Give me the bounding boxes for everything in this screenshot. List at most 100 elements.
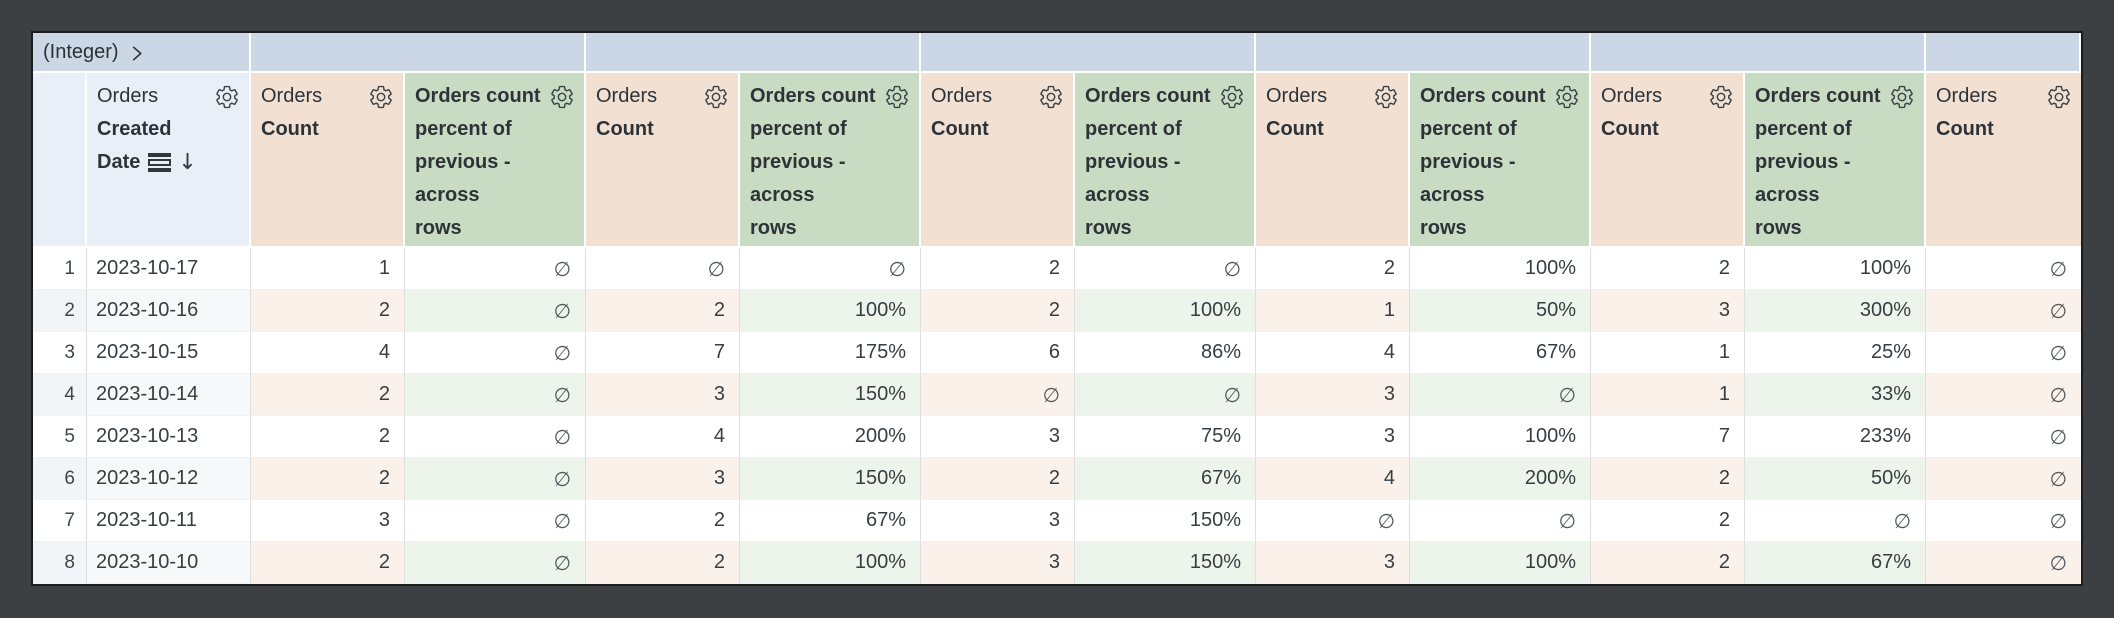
gear-icon[interactable] <box>1373 84 1399 110</box>
cell-count[interactable]: 2 <box>586 542 740 584</box>
column-header-orders-count[interactable]: Orders Count <box>921 73 1075 246</box>
cell-count[interactable]: 2 <box>251 290 405 332</box>
cell-count[interactable]: ∅ <box>1926 542 2081 584</box>
cell-percent[interactable]: 233% <box>1745 416 1926 458</box>
column-header-orders-count-percent-of-previous[interactable]: Orders count percent of previous - across ro… <box>405 73 586 246</box>
cell-count[interactable]: ∅ <box>1926 248 2081 290</box>
cell-date[interactable]: 2023-10-15 <box>87 332 251 374</box>
cell-percent[interactable]: 50% <box>1410 290 1591 332</box>
cell-count[interactable]: 2 <box>1591 458 1745 500</box>
cell-count[interactable]: 3 <box>1256 416 1410 458</box>
cell-count[interactable]: 6 <box>921 332 1075 374</box>
column-header-orders-created-date[interactable]: Orders Created Date ↓ <box>87 73 251 246</box>
cell-count[interactable]: 2 <box>1256 248 1410 290</box>
cell-count[interactable]: 1 <box>251 248 405 290</box>
cell-count[interactable]: 2 <box>1591 248 1745 290</box>
cell-count[interactable]: ∅ <box>1256 500 1410 542</box>
cell-count[interactable]: 2 <box>921 248 1075 290</box>
column-header-orders-count[interactable]: Orders Count <box>1926 73 2081 246</box>
cell-percent[interactable]: 67% <box>1410 332 1591 374</box>
cell-percent[interactable]: ∅ <box>740 248 921 290</box>
cell-percent[interactable]: 100% <box>1075 290 1256 332</box>
cell-count[interactable]: 2 <box>586 290 740 332</box>
column-header-orders-count-percent-of-previous[interactable]: Orders count percent of previous - across ro… <box>1745 73 1926 246</box>
cell-percent[interactable]: 200% <box>1410 458 1591 500</box>
gear-icon[interactable] <box>1554 84 1580 110</box>
cell-percent[interactable]: 100% <box>1410 248 1591 290</box>
cell-percent[interactable]: ∅ <box>1410 374 1591 416</box>
cell-percent[interactable]: 67% <box>1745 542 1926 584</box>
cell-percent[interactable]: ∅ <box>405 332 586 374</box>
cell-count[interactable]: 2 <box>586 500 740 542</box>
cell-percent[interactable]: 86% <box>1075 332 1256 374</box>
cell-count[interactable]: 1 <box>1591 332 1745 374</box>
cell-percent[interactable]: 100% <box>740 542 921 584</box>
gear-icon[interactable] <box>1889 84 1915 110</box>
column-header-orders-count-percent-of-previous[interactable]: Orders count percent of previous - across ro… <box>740 73 921 246</box>
cell-percent[interactable]: ∅ <box>405 416 586 458</box>
column-header-orders-count[interactable]: Orders Count <box>1256 73 1410 246</box>
cell-percent[interactable]: ∅ <box>405 248 586 290</box>
cell-count[interactable]: 3 <box>921 542 1075 584</box>
cell-count[interactable]: 3 <box>251 500 405 542</box>
cell-count[interactable]: 3 <box>1591 290 1745 332</box>
gear-icon[interactable] <box>1708 84 1734 110</box>
cell-count[interactable]: ∅ <box>1926 500 2081 542</box>
cell-count[interactable]: 3 <box>1256 374 1410 416</box>
cell-count[interactable]: 3 <box>1256 542 1410 584</box>
cell-percent[interactable]: ∅ <box>405 500 586 542</box>
cell-percent[interactable]: ∅ <box>1745 500 1926 542</box>
cell-percent[interactable]: 150% <box>740 374 921 416</box>
gear-icon[interactable] <box>2046 84 2072 110</box>
cell-percent[interactable]: 33% <box>1745 374 1926 416</box>
cell-date[interactable]: 2023-10-10 <box>87 542 251 584</box>
cell-percent[interactable]: 300% <box>1745 290 1926 332</box>
gear-icon[interactable] <box>1219 84 1245 110</box>
cell-percent[interactable]: ∅ <box>1075 374 1256 416</box>
cell-percent[interactable]: 100% <box>740 290 921 332</box>
column-header-orders-count-percent-of-previous[interactable]: Orders count percent of previous - across ro… <box>1410 73 1591 246</box>
cell-count[interactable]: 1 <box>1591 374 1745 416</box>
cell-date[interactable]: 2023-10-13 <box>87 416 251 458</box>
cell-percent[interactable]: 100% <box>1745 248 1926 290</box>
pivot-field-cell[interactable]: (Integer) <box>33 33 251 71</box>
cell-count[interactable]: ∅ <box>1926 290 2081 332</box>
cell-percent[interactable]: ∅ <box>405 458 586 500</box>
column-header-orders-count-percent-of-previous[interactable]: Orders count percent of previous - across ro… <box>1075 73 1256 246</box>
cell-count[interactable]: 2 <box>1591 542 1745 584</box>
cell-count[interactable]: 2 <box>251 542 405 584</box>
gear-icon[interactable] <box>703 84 729 110</box>
cell-count[interactable]: 3 <box>586 458 740 500</box>
cell-percent[interactable]: 150% <box>1075 542 1256 584</box>
cell-percent[interactable]: ∅ <box>405 374 586 416</box>
cell-count[interactable]: ∅ <box>1926 416 2081 458</box>
cell-count[interactable]: 4 <box>1256 458 1410 500</box>
cell-count[interactable]: 4 <box>251 332 405 374</box>
cell-percent[interactable]: 100% <box>1410 542 1591 584</box>
cell-count[interactable]: 2 <box>921 458 1075 500</box>
cell-date[interactable]: 2023-10-16 <box>87 290 251 332</box>
cell-count[interactable]: 3 <box>921 416 1075 458</box>
cell-count[interactable]: 4 <box>1256 332 1410 374</box>
cell-count[interactable]: 2 <box>921 290 1075 332</box>
cell-count[interactable]: 2 <box>251 416 405 458</box>
cell-percent[interactable]: 175% <box>740 332 921 374</box>
cell-date[interactable]: 2023-10-11 <box>87 500 251 542</box>
cell-count[interactable]: 7 <box>1591 416 1745 458</box>
cell-percent[interactable]: 67% <box>740 500 921 542</box>
gear-icon[interactable] <box>549 84 575 110</box>
cell-count[interactable]: ∅ <box>586 248 740 290</box>
cell-percent[interactable]: 150% <box>740 458 921 500</box>
cell-percent[interactable]: ∅ <box>1410 500 1591 542</box>
cell-percent[interactable]: 200% <box>740 416 921 458</box>
cell-date[interactable]: 2023-10-17 <box>87 248 251 290</box>
cell-count[interactable]: 2 <box>251 374 405 416</box>
cell-percent[interactable]: 67% <box>1075 458 1256 500</box>
cell-percent[interactable]: 25% <box>1745 332 1926 374</box>
cell-date[interactable]: 2023-10-12 <box>87 458 251 500</box>
cell-count[interactable]: ∅ <box>921 374 1075 416</box>
cell-count[interactable]: 4 <box>586 416 740 458</box>
cell-percent[interactable]: ∅ <box>405 290 586 332</box>
column-header-orders-count[interactable]: Orders Count <box>1591 73 1745 246</box>
cell-percent[interactable]: 50% <box>1745 458 1926 500</box>
